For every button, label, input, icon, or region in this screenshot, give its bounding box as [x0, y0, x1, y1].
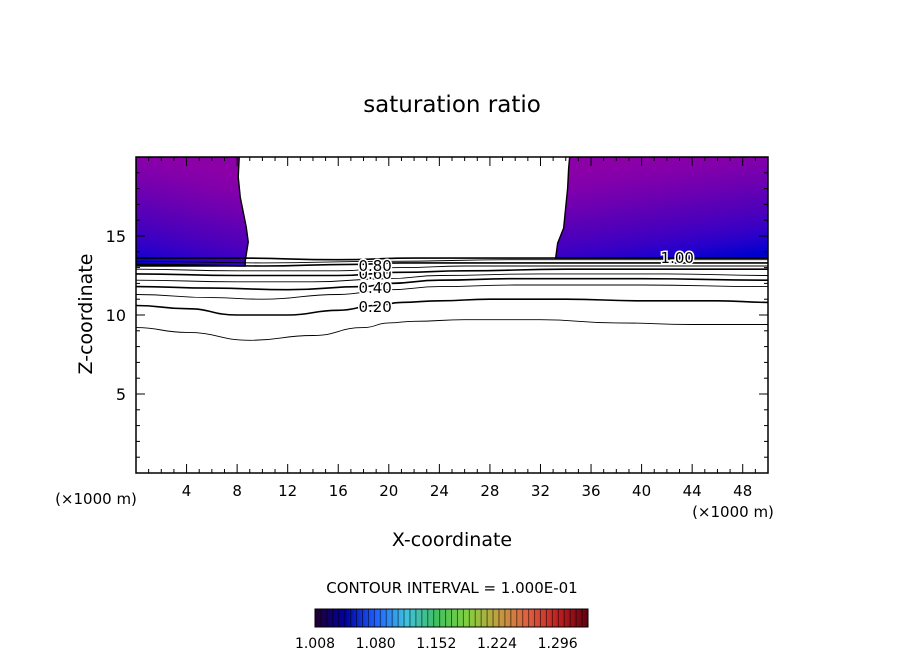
- y-tick-label: 15: [106, 227, 126, 246]
- contour-line-0.40: [136, 277, 768, 291]
- contour-label: 0.20: [358, 298, 391, 316]
- colorbar-segments: [320, 609, 583, 627]
- colorbar-label: 1.008: [295, 636, 335, 652]
- colorbar-label: 1.224: [477, 636, 517, 652]
- y-axis-label: Z-coordinate: [75, 254, 97, 375]
- contour-line-0.90: [136, 259, 768, 264]
- contour-labels: 0.200.400.600.80 1.00: [357, 248, 696, 318]
- contour-label: 1.00: [661, 249, 694, 267]
- x-tick-label: 8: [232, 482, 242, 500]
- contour-line-0.60: [136, 268, 768, 277]
- x-axis-label: X-coordinate: [392, 529, 512, 551]
- x-tick-label: 44: [683, 482, 702, 500]
- x-tick-label: 36: [581, 482, 600, 500]
- colorbar-labels: 1.008 1.080 1.152 1.224 1.296: [295, 636, 578, 652]
- x-tick-label: 48: [733, 482, 752, 500]
- contour-line-0.50: [136, 273, 768, 283]
- contour-line-1.00: [136, 257, 768, 261]
- x-tick-labels: 4 8 12 16 20 24 28 32 36 40 44 48: [182, 482, 752, 500]
- contour-line-0.70: [136, 265, 768, 272]
- y-tick-labels: 5 10 15: [106, 227, 126, 404]
- x-tick-label: 12: [278, 482, 297, 500]
- y-tick-label: 5: [116, 385, 126, 404]
- contour-label: 0.60: [358, 265, 391, 283]
- colorbar-label: 1.152: [416, 636, 456, 652]
- x-tick-label: 32: [531, 482, 550, 500]
- x-tick-label: 28: [480, 482, 499, 500]
- supersaturated-region-left: [136, 157, 249, 267]
- x-unit-right: (×1000 m): [692, 503, 774, 521]
- contour-line-0.30: [136, 284, 768, 300]
- x-unit-left: (×1000 m): [55, 490, 137, 508]
- supersaturated-region-right: [554, 157, 768, 259]
- contour-interval-label: CONTOUR INTERVAL = 1.000E-01: [326, 579, 577, 597]
- x-tick-label: 20: [379, 482, 398, 500]
- contour-label: 0.80: [358, 257, 391, 275]
- colorbar-label: 1.080: [356, 636, 396, 652]
- plot-area: 0.200.400.600.80 1.00: [136, 157, 768, 341]
- contour-line-0.20: [136, 298, 768, 316]
- chart-title: saturation ratio: [363, 92, 541, 118]
- x-tick-label: 24: [430, 482, 449, 500]
- axis-ticks: [136, 157, 768, 473]
- x-tick-label: 40: [632, 482, 651, 500]
- colorbar-label: 1.296: [538, 636, 578, 652]
- contour-line-0.10: [136, 319, 768, 341]
- contour-line-0.80: [136, 262, 768, 267]
- contour-lines: [136, 257, 768, 341]
- x-tick-label: 4: [182, 482, 192, 500]
- y-tick-label: 10: [106, 306, 126, 325]
- contour-label: 0.40: [358, 279, 391, 297]
- x-tick-label: 16: [329, 482, 348, 500]
